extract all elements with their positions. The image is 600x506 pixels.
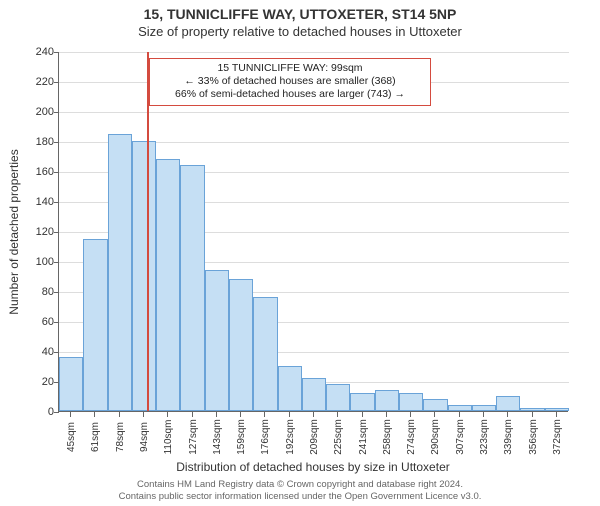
xtick-label: 176sqm [260, 419, 271, 455]
xtick-mark [434, 412, 435, 417]
plot-area: 15 TUNNICLIFFE WAY: 99sqm ← 33% of detac… [58, 52, 568, 412]
page-subtitle: Size of property relative to detached ho… [0, 24, 600, 39]
bar [472, 405, 496, 411]
ytick-label: 220 [24, 76, 54, 88]
bar [180, 165, 204, 411]
ytick-mark [54, 412, 59, 413]
xtick-label: 372sqm [552, 419, 563, 455]
xtick-label: 290sqm [430, 419, 441, 455]
xtick-label: 61sqm [90, 422, 101, 452]
xtick-mark [143, 412, 144, 417]
bar [132, 141, 156, 411]
bar [448, 405, 472, 411]
annotation-line3: 66% of semi-detached houses are larger (… [158, 88, 422, 101]
ytick-label: 60 [24, 316, 54, 328]
ytick-label: 160 [24, 166, 54, 178]
x-axis-label: Distribution of detached houses by size … [176, 460, 449, 474]
xtick-label: 45sqm [66, 422, 77, 452]
xtick-mark [216, 412, 217, 417]
ytick-label: 80 [24, 286, 54, 298]
y-axis-label: Number of detached properties [7, 149, 21, 314]
bar [278, 366, 302, 411]
xtick-mark [119, 412, 120, 417]
bar [545, 408, 569, 411]
xtick-label: 323sqm [479, 419, 490, 455]
chart-area: 15 TUNNICLIFFE WAY: 99sqm ← 33% of detac… [58, 52, 568, 412]
bar [253, 297, 277, 411]
xtick-mark [313, 412, 314, 417]
footer-line2: Contains public sector information licen… [0, 491, 600, 502]
xtick-mark [289, 412, 290, 417]
bar [375, 390, 399, 411]
annotation-box: 15 TUNNICLIFFE WAY: 99sqm ← 33% of detac… [149, 58, 431, 106]
xtick-mark [483, 412, 484, 417]
xtick-mark [70, 412, 71, 417]
xtick-label: 209sqm [309, 419, 320, 455]
ytick-label: 40 [24, 346, 54, 358]
page-title: 15, TUNNICLIFFE WAY, UTTOXETER, ST14 5NP [0, 6, 600, 22]
xtick-mark [459, 412, 460, 417]
bar [399, 393, 423, 411]
xtick-label: 274sqm [406, 419, 417, 455]
ytick-label: 100 [24, 256, 54, 268]
bar [326, 384, 350, 411]
bar [59, 357, 83, 411]
xtick-label: 258sqm [382, 419, 393, 455]
xtick-mark [264, 412, 265, 417]
xtick-label: 241sqm [358, 419, 369, 455]
annotation-line2: ← 33% of detached houses are smaller (36… [158, 75, 422, 88]
xtick-label: 225sqm [333, 419, 344, 455]
xtick-label: 159sqm [236, 419, 247, 455]
bar [83, 239, 107, 412]
xtick-label: 127sqm [188, 419, 199, 455]
ytick-label: 20 [24, 376, 54, 388]
xtick-mark [337, 412, 338, 417]
xtick-mark [410, 412, 411, 417]
xtick-label: 192sqm [285, 419, 296, 455]
ytick-label: 200 [24, 106, 54, 118]
xtick-label: 78sqm [115, 422, 126, 452]
ytick-label: 0 [24, 406, 54, 418]
xtick-mark [240, 412, 241, 417]
xtick-mark [94, 412, 95, 417]
bar [423, 399, 447, 411]
annotation-line1: 15 TUNNICLIFFE WAY: 99sqm [158, 62, 422, 75]
xtick-mark [532, 412, 533, 417]
xtick-mark [556, 412, 557, 417]
ytick-label: 180 [24, 136, 54, 148]
ytick-label: 120 [24, 226, 54, 238]
bar [156, 159, 180, 411]
bar [108, 134, 132, 412]
bar [205, 270, 229, 411]
xtick-label: 356sqm [528, 419, 539, 455]
footer-line1: Contains HM Land Registry data © Crown c… [0, 479, 600, 490]
xtick-mark [507, 412, 508, 417]
bar [350, 393, 374, 411]
xtick-label: 143sqm [212, 419, 223, 455]
bar [229, 279, 253, 411]
xtick-mark [362, 412, 363, 417]
xtick-mark [192, 412, 193, 417]
bar [496, 396, 520, 411]
xtick-mark [386, 412, 387, 417]
xtick-mark [167, 412, 168, 417]
xtick-label: 339sqm [503, 419, 514, 455]
ytick-label: 240 [24, 46, 54, 58]
bar [520, 408, 544, 411]
xtick-label: 110sqm [163, 420, 174, 455]
xtick-label: 307sqm [455, 419, 466, 455]
footer-attribution: Contains HM Land Registry data © Crown c… [0, 479, 600, 502]
xtick-label: 94sqm [139, 422, 150, 452]
ytick-label: 140 [24, 196, 54, 208]
bar [302, 378, 326, 411]
